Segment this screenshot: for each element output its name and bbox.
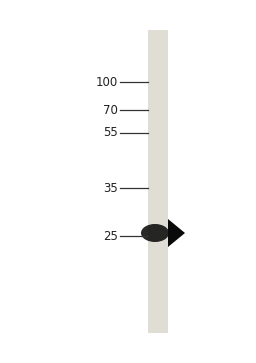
Ellipse shape — [141, 224, 169, 242]
Text: 70: 70 — [103, 103, 118, 117]
Bar — [148, 30, 168, 333]
Text: 25: 25 — [103, 229, 118, 242]
Text: 35: 35 — [103, 182, 118, 195]
Polygon shape — [168, 219, 185, 247]
Text: 55: 55 — [103, 126, 118, 139]
Text: 100: 100 — [96, 76, 118, 89]
